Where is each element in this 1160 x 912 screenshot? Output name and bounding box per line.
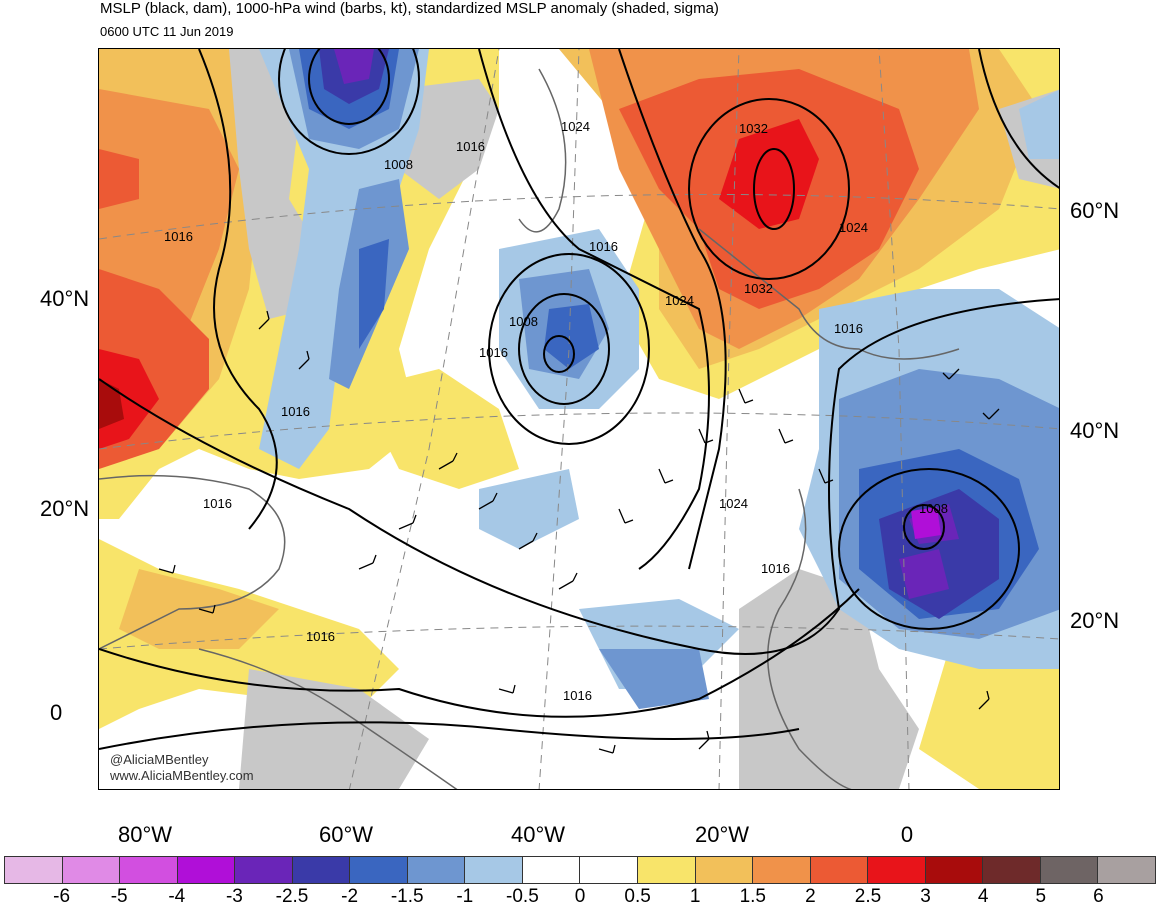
contour-label: 1024 (839, 220, 868, 235)
colorbar-swatch (753, 857, 811, 883)
contour-label: 1016 (456, 139, 485, 154)
low-center-midatlantic (543, 335, 575, 373)
contour-label: 1016 (761, 561, 790, 576)
lat-label-left: 0 (50, 700, 63, 725)
contour-label: 1032 (744, 281, 773, 296)
contour-label: 1016 (203, 496, 232, 511)
colorbar-swatch (1098, 857, 1155, 883)
map-title: MSLP (black, dam), 1000-hPa wind (barbs,… (100, 0, 719, 17)
colorbar-swatch (5, 857, 63, 883)
colorbar-swatch (522, 857, 581, 883)
colorbar-tick-label: -1 (456, 886, 474, 907)
high-center-iceland (753, 148, 795, 230)
colorbar-tick-label: -0.5 (506, 886, 539, 907)
colorbar-swatch (120, 857, 178, 883)
colorbar (4, 856, 1156, 884)
colorbar-tick-label: 6 (1093, 886, 1104, 907)
lat-label-right: 40°N (1070, 418, 1120, 443)
contour-label: 1008 (509, 314, 538, 329)
colorbar-tick-label: 0 (574, 886, 586, 907)
contour-label: 1016 (306, 629, 335, 644)
low-center-sahara (903, 504, 945, 550)
credit-site: www.AliciaMBentley.com (110, 768, 254, 783)
contour-label: 1016 (164, 229, 193, 244)
contour-label: 1024 (561, 119, 590, 134)
colorbar-swatch (465, 857, 523, 883)
isobars (99, 49, 1059, 750)
lat-label-right: 20°N (1070, 608, 1120, 633)
contour-label: 1032 (739, 121, 768, 136)
colorbar-swatch (983, 857, 1041, 883)
graticule (99, 49, 1059, 789)
lon-label: 20°W (694, 822, 750, 847)
colorbar-swatch (925, 857, 984, 883)
lat-label-left: 20°N (40, 496, 90, 521)
colorbar-tick-label: -6 (53, 886, 71, 907)
colorbar-tick-label: 3 (920, 886, 931, 907)
contour-label: 1016 (479, 345, 508, 360)
colorbar-swatch (62, 857, 121, 883)
colorbar-tick-label: 2 (805, 886, 816, 907)
colorbar-swatch (407, 857, 466, 883)
map-panel: 1008 1016 1024 1032 1016 1016 1008 1016 … (98, 48, 1060, 790)
contour-label: 1016 (589, 239, 618, 254)
credit-handle: @AliciaMBentley (110, 752, 209, 767)
contour-label: 1008 (919, 501, 948, 516)
anomaly-fill-magenta (911, 507, 941, 539)
colorbar-swatch (868, 857, 926, 883)
colorbar-tick-label: -1.5 (390, 886, 424, 907)
lon-label: 0 (900, 822, 914, 847)
colorbar-tick-label: -2 (341, 886, 359, 907)
contour-label: 1016 (563, 688, 592, 703)
colorbar-swatch (695, 857, 754, 883)
wind-barbs (158, 310, 1000, 754)
colorbar-tick-label: 5 (1035, 886, 1047, 907)
colorbar-swatch (810, 857, 869, 883)
colorbar-tick-label: 2.5 (854, 886, 882, 907)
colorbar-swatch (350, 857, 408, 883)
colorbar-tick-label: 4 (977, 886, 989, 907)
contour-label: 1016 (834, 321, 863, 336)
colorbar-tick-label: 1.5 (739, 886, 767, 907)
colorbar-swatch (235, 857, 293, 883)
anomaly-map: 1008 1016 1024 1032 1016 1016 1008 1016 … (99, 49, 1059, 789)
colorbar-swatch (580, 857, 639, 883)
colorbar-tick-label: -3 (225, 886, 243, 907)
colorbar-swatch (177, 857, 236, 883)
colorbar-tick-label: -5 (110, 886, 128, 907)
lon-label: 40°W (510, 822, 566, 847)
colorbar-swatch (638, 857, 696, 883)
colorbar-swatch (1040, 857, 1099, 883)
low-center-labrador (308, 49, 390, 125)
contour-labels: 1008 1016 1024 1032 1016 1016 1008 1016 … (164, 119, 948, 703)
lon-label: 80°W (117, 822, 173, 847)
lat-label-right: 60°N (1070, 198, 1120, 223)
contour-label: 1016 (281, 404, 310, 419)
colorbar-tick-label: -4 (168, 886, 186, 907)
colorbar-tick-label: -2.5 (275, 886, 309, 907)
colorbar-swatch (292, 857, 351, 883)
colorbar-tick-label: 1 (689, 886, 701, 907)
contour-label: 1008 (384, 157, 413, 172)
lon-label: 60°W (318, 822, 374, 847)
lat-label-left: 40°N (40, 286, 90, 311)
contour-label: 1024 (719, 496, 748, 511)
colorbar-tick-label: 0.5 (624, 886, 651, 907)
contour-label: 1024 (665, 293, 694, 308)
valid-time: 0600 UTC 11 Jun 2019 (100, 24, 234, 39)
coastlines (99, 68, 960, 789)
